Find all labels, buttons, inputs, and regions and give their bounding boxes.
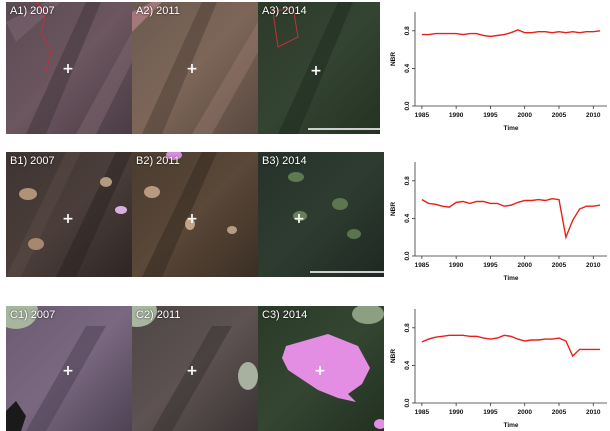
x-tick-label: 2010 [586, 409, 601, 416]
chart-svg: 1985 1990 1995 2000 2005 2010 0.0 0.4 0.8 Time NBR [390, 12, 607, 132]
x-tick-label: 2010 [586, 262, 601, 269]
y-tick-label: 0.4 [404, 214, 411, 223]
satellite-tile-b2: B2) 2011 + [132, 152, 258, 277]
y-axis-label: NBR [390, 349, 397, 363]
x-tick-label: 2000 [517, 262, 532, 269]
satellite-tile-a2: A2) 2011 + [132, 2, 258, 134]
chart-svg: 1985 1990 1995 2000 2005 2010 0.0 0.4 0.8 Time NBR [390, 162, 607, 282]
nbr-chart-b: 1985 1990 1995 2000 2005 2010 0.0 0.4 0.8 Time NBR [385, 158, 610, 284]
y-tick-label: 0.4 [404, 64, 411, 73]
satellite-tile-c2: C2) 2011 + [132, 306, 258, 431]
x-tick-label: 1995 [483, 409, 498, 416]
x-tick-label: 1985 [415, 262, 430, 269]
y-tick-label: 0.0 [404, 398, 411, 407]
satellite-tile-c1: C1) 2007 + [6, 306, 132, 431]
tile-label: A3) 2014 [262, 5, 307, 17]
x-tick-label: 1990 [449, 262, 464, 269]
y-tick-label: 0.8 [404, 176, 411, 185]
x-tick-label: 1985 [415, 409, 430, 416]
tile-label: C3) 2014 [262, 309, 308, 321]
nbr-series-line [421, 197, 601, 240]
tile-label: C2) 2011 [136, 309, 181, 321]
satellite-tile-b3: B3) 2014 + [258, 152, 384, 277]
crosshair-icon: + [310, 63, 322, 79]
x-tick-label: 2005 [552, 409, 567, 416]
x-axis-label: Time [503, 275, 518, 282]
x-tick-label: 2000 [517, 409, 532, 416]
x-tick-label: 1990 [449, 112, 464, 119]
x-tick-label: 2005 [552, 262, 567, 269]
y-tick-label: 0.4 [404, 361, 411, 370]
crosshair-icon: + [186, 363, 198, 379]
x-tick-label: 2000 [517, 112, 532, 119]
crosshair-icon: + [62, 363, 74, 379]
y-axis-label: NBR [390, 202, 397, 216]
x-tick-label: 1985 [415, 112, 430, 119]
y-tick-label: 0.0 [404, 251, 411, 260]
x-tick-label: 2005 [552, 112, 567, 119]
tile-label: B1) 2007 [10, 155, 55, 167]
satellite-tile-c3: C3) 2014 + [258, 306, 384, 431]
crosshair-icon: + [186, 61, 198, 77]
tile-label: B2) 2011 [136, 155, 180, 167]
tile-label: B3) 2014 [262, 155, 307, 167]
x-tick-label: 1990 [449, 409, 464, 416]
y-axis-label: NBR [390, 52, 397, 66]
crosshair-icon: + [314, 363, 326, 379]
x-tick-label: 1995 [483, 112, 498, 119]
tile-label: A2) 2011 [136, 5, 180, 17]
crosshair-icon: + [186, 211, 198, 227]
y-tick-label: 0.8 [404, 26, 411, 35]
y-tick-label: 0.0 [404, 101, 411, 110]
crosshair-icon: + [62, 61, 74, 77]
satellite-tile-a1: A1) 2007 + [6, 2, 132, 134]
crosshair-icon: + [62, 211, 74, 227]
crosshair-icon: + [293, 211, 305, 227]
nbr-series-line [421, 334, 601, 358]
tile-label: A1) 2007 [10, 5, 55, 17]
chart-svg: 1985 1990 1995 2000 2005 2010 0.0 0.4 0.8 Time NBR [390, 309, 607, 429]
x-tick-label: 2010 [586, 112, 601, 119]
nbr-series-line [421, 29, 601, 38]
x-tick-label: 1995 [483, 262, 498, 269]
nbr-chart-a: 1985 1990 1995 2000 2005 2010 0.0 0.4 0.8 Time NBR [385, 8, 610, 134]
satellite-tile-a3: A3) 2014 + [258, 2, 380, 134]
satellite-tile-b1: B1) 2007 + [6, 152, 132, 277]
nbr-chart-c: 1985 1990 1995 2000 2005 2010 0.0 0.4 0.8 Time NBR [385, 305, 610, 431]
tile-label: C1) 2007 [10, 309, 56, 321]
x-axis-label: Time [503, 125, 518, 132]
y-tick-label: 0.8 [404, 323, 411, 332]
x-axis-label: Time [503, 422, 518, 429]
